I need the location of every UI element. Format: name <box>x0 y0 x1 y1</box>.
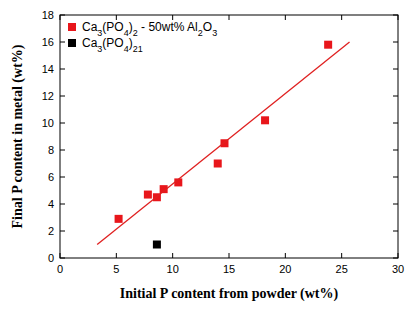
x-tick-top <box>229 15 230 20</box>
y-tick-right <box>393 258 398 259</box>
y-tick <box>60 69 65 70</box>
x-tick <box>341 253 342 258</box>
text-part: 3 <box>212 28 217 38</box>
text-part: 50 <box>148 20 162 34</box>
x-tick-top <box>285 15 286 20</box>
y-tick <box>60 96 65 97</box>
text-part: (PO <box>102 36 123 50</box>
x-tick <box>229 253 230 258</box>
text-part: O <box>203 20 212 34</box>
y-tick-label: 6 <box>48 171 54 183</box>
y-tick-label: 8 <box>48 144 54 156</box>
y-tick <box>60 177 65 178</box>
x-tick <box>116 253 117 258</box>
y-tick-label: 14 <box>42 63 54 75</box>
x-tick-top <box>341 15 342 20</box>
x-tick-label: 15 <box>223 263 235 275</box>
y-tick-right <box>393 204 398 205</box>
point <box>324 41 332 49</box>
y-tick-label: 12 <box>42 90 54 102</box>
x-tick-label: 20 <box>279 263 291 275</box>
y-tick <box>60 258 65 259</box>
point <box>214 160 222 168</box>
x-tick-label: 30 <box>392 263 404 275</box>
legend-label: Ca3(PO4)21 <box>82 36 143 54</box>
x-tick <box>285 253 286 258</box>
x-axis-label: Initial P content from powder (wt%) <box>120 286 339 302</box>
y-tick-right <box>393 96 398 97</box>
point <box>144 191 152 199</box>
y-tick-right <box>393 177 398 178</box>
y-tick-right <box>393 123 398 124</box>
x-tick-label: 10 <box>167 263 179 275</box>
text-part: Ca <box>82 36 98 50</box>
x-tick <box>60 253 61 258</box>
text-part: (PO <box>102 20 123 34</box>
point <box>261 116 269 124</box>
y-tick <box>60 15 65 16</box>
y-tick-label: 10 <box>42 117 54 129</box>
x-tick-label: 25 <box>336 263 348 275</box>
y-tick-label: 0 <box>48 252 54 264</box>
y-tick-right <box>393 15 398 16</box>
y-tick-label: 16 <box>42 36 54 48</box>
y-tick <box>60 123 65 124</box>
y-tick <box>60 204 65 205</box>
x-tick-top <box>60 15 61 20</box>
y-tick-right <box>393 42 398 43</box>
x-tick <box>172 253 173 258</box>
y-tick <box>60 150 65 151</box>
chart: 0 5 10 15 20 25 30 0 2 4 6 8 10 12 14 16 18 Initial P con… <box>0 0 417 322</box>
text-part: 21 <box>133 44 143 54</box>
y-tick <box>60 42 65 43</box>
y-tick-right <box>393 69 398 70</box>
text-part: Ca <box>82 20 98 34</box>
y-axis-label: Final P content in metal (wt%) <box>10 44 26 228</box>
point <box>115 215 123 223</box>
legend-marker <box>68 23 76 31</box>
x-tick-label: 5 <box>113 263 119 275</box>
x-tick-label: 0 <box>57 263 63 275</box>
x-tick <box>398 253 399 258</box>
text-part: wt% Al <box>161 20 198 34</box>
y-tick-label: 18 <box>42 9 54 21</box>
y-tick <box>60 231 65 232</box>
plot-area <box>97 41 349 249</box>
y-tick-right <box>393 150 398 151</box>
legend-marker <box>68 39 76 47</box>
y-tick-right <box>393 231 398 232</box>
y-tick-label: 4 <box>48 198 54 210</box>
text-part: - <box>138 20 149 34</box>
point <box>153 241 161 249</box>
plot-frame <box>60 15 398 258</box>
fit-line <box>97 42 349 245</box>
y-tick-label: 2 <box>48 225 54 237</box>
x-tick-top <box>398 15 399 20</box>
